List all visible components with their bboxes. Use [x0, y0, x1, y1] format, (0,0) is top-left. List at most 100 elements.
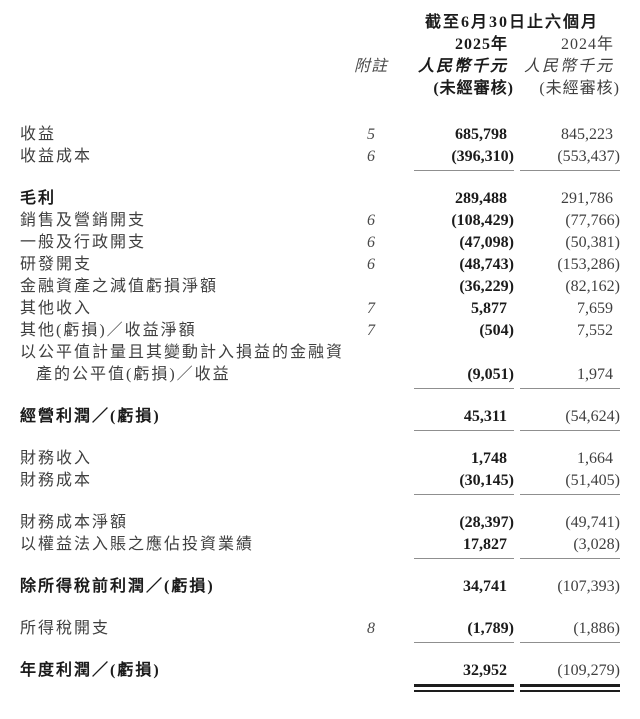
- header-year-row: 2025年 2024年: [20, 34, 622, 56]
- value-2024: (3,028): [514, 534, 622, 559]
- unit-header-2024: 人民幣千元: [523, 58, 614, 75]
- table-row: 毛利 289,488 291,786: [20, 188, 622, 210]
- value-2024: (49,741): [565, 514, 620, 531]
- row-label: 其他收入: [20, 300, 93, 317]
- row-label: 銷售及營銷開支: [20, 212, 147, 229]
- value-2025: 32,952: [392, 660, 514, 692]
- value-2025: (28,397): [459, 514, 514, 531]
- header-title-row: 截至6月30日止六個月: [20, 12, 622, 34]
- table-row: 以權益法入賬之應佔投資業績 17,827 (3,028): [20, 534, 622, 559]
- value-2024: 1,664: [577, 450, 613, 467]
- table-row: 所得稅開支 8 (1,789) (1,886): [20, 618, 622, 643]
- value-2025: 45,311: [392, 406, 514, 431]
- year-header-2024: 2024年: [560, 36, 614, 53]
- row-label: 研發開支: [20, 256, 93, 273]
- table-row: 金融資產之減值虧損淨額 (36,229) (82,162): [20, 276, 622, 298]
- note-ref: 7: [367, 322, 375, 339]
- value-2024: 7,552: [577, 322, 613, 339]
- value-2024: 7,659: [577, 300, 613, 317]
- table-row: 財務收入 1,748 1,664: [20, 448, 622, 470]
- row-label: 財務成本淨額: [20, 514, 129, 531]
- statement-rows: 收益 5 685,798 845,223 收益成本 6 (396,310) (553,437)…: [20, 124, 622, 692]
- value-2025: 685,798: [455, 126, 507, 143]
- column-2025: 人民幣千元: [392, 56, 514, 78]
- row-label: 財務成本: [20, 472, 93, 489]
- value-2024: 845,223: [561, 126, 613, 143]
- value-2024: (553,437): [514, 146, 622, 171]
- table-row: 以公平值計量且其變動計入損益的金融資 產的公平值(虧損)／收益 (9,051) 1,9…: [20, 342, 622, 389]
- value-2025: 5,877: [471, 300, 507, 317]
- note-ref: 6: [367, 212, 375, 229]
- row-label: 財務收入: [20, 450, 93, 467]
- header-status-row: (未經審核) (未經審核): [20, 78, 622, 100]
- unaudited-label-2024: (未經審核): [539, 80, 620, 97]
- value-2025: 17,827: [392, 534, 514, 559]
- note-ref: 6: [367, 234, 375, 251]
- value-2025: (36,229): [459, 278, 514, 295]
- value-2024: (54,624): [514, 406, 622, 431]
- value-2025: (108,429): [451, 212, 514, 229]
- note-ref: 6: [367, 256, 375, 273]
- unit-header-2025: 人民幣千元: [417, 58, 508, 75]
- value-2024: (109,279): [514, 660, 622, 692]
- table-row: 除所得稅前利潤／(虧損) 34,741 (107,393): [20, 576, 622, 598]
- value-2025: (396,310): [392, 146, 514, 171]
- value-2025: (47,098): [459, 234, 514, 251]
- table-row: 財務成本淨額 (28,397) (49,741): [20, 512, 622, 534]
- header-unit-row: 附註 人民幣千元 人民幣千元: [20, 56, 622, 78]
- value-2025: (1,789): [392, 618, 514, 643]
- table-row: 收益成本 6 (396,310) (553,437): [20, 146, 622, 171]
- table-row: 一般及行政開支 6 (47,098) (50,381): [20, 232, 622, 254]
- note-ref: 7: [367, 300, 375, 317]
- note-ref: 6: [367, 148, 375, 165]
- row-label: 其他(虧損)／收益淨額: [20, 322, 197, 339]
- table-row: 財務成本 (30,145) (51,405): [20, 470, 622, 495]
- value-2024: 1,974: [514, 364, 622, 389]
- value-2025: 289,488: [455, 190, 507, 207]
- unaudited-label-2025: (未經審核): [433, 80, 514, 97]
- column-2025: 2025年: [392, 34, 514, 56]
- column-2024: 人民幣千元: [514, 56, 622, 78]
- column-2024: 2024年: [514, 34, 622, 56]
- table-row: 年度利潤／(虧損) 32,952 (109,279): [20, 660, 622, 692]
- value-2024: (153,286): [557, 256, 620, 273]
- table-row: 研發開支 6 (48,743) (153,286): [20, 254, 622, 276]
- year-header-2025: 2025年: [454, 36, 508, 53]
- row-label: 以公平值計量且其變動計入損益的金融資 產的公平值(虧損)／收益: [20, 344, 345, 383]
- value-2024: (51,405): [514, 470, 622, 495]
- value-2024: (107,393): [557, 578, 620, 595]
- value-2024: (82,162): [565, 278, 620, 295]
- table-row: 銷售及營銷開支 6 (108,429) (77,766): [20, 210, 622, 232]
- value-2024: (77,766): [565, 212, 620, 229]
- column-2025: (未經審核): [392, 78, 514, 100]
- row-label: 以權益法入賬之應佔投資業績: [20, 536, 255, 553]
- note-ref: 5: [367, 126, 375, 143]
- row-label: 收益: [20, 126, 57, 143]
- column-2024: (未經審核): [514, 78, 622, 100]
- row-label: 收益成本: [20, 148, 93, 165]
- value-2025: (48,743): [459, 256, 514, 273]
- value-2025: (504): [479, 322, 514, 339]
- value-2025: 1,748: [471, 450, 507, 467]
- value-2025: (30,145): [392, 470, 514, 495]
- value-2024: 291,786: [561, 190, 613, 207]
- row-label: 除所得稅前利潤／(虧損): [20, 578, 215, 595]
- table-row: 其他(虧損)／收益淨額 7 (504) 7,552: [20, 320, 622, 342]
- row-label: 金融資產之減值虧損淨額: [20, 278, 219, 295]
- table-row: 其他收入 7 5,877 7,659: [20, 298, 622, 320]
- value-2025: 34,741: [463, 578, 507, 595]
- period-title: 截至6月30日止六個月: [424, 14, 599, 31]
- note-column-header: 附註: [353, 58, 388, 75]
- value-2024: (1,886): [514, 618, 622, 643]
- table-row: 經營利潤／(虧損) 45,311 (54,624): [20, 406, 622, 431]
- row-label: 年度利潤／(虧損): [20, 662, 161, 679]
- row-label: 一般及行政開支: [20, 234, 147, 251]
- note-ref: 8: [367, 620, 375, 637]
- table-row: 收益 5 685,798 845,223: [20, 124, 622, 146]
- row-label: 所得稅開支: [20, 620, 111, 637]
- value-2025: (9,051): [392, 364, 514, 389]
- row-label: 經營利潤／(虧損): [20, 408, 161, 425]
- value-2024: (50,381): [565, 234, 620, 251]
- row-label: 毛利: [20, 190, 57, 207]
